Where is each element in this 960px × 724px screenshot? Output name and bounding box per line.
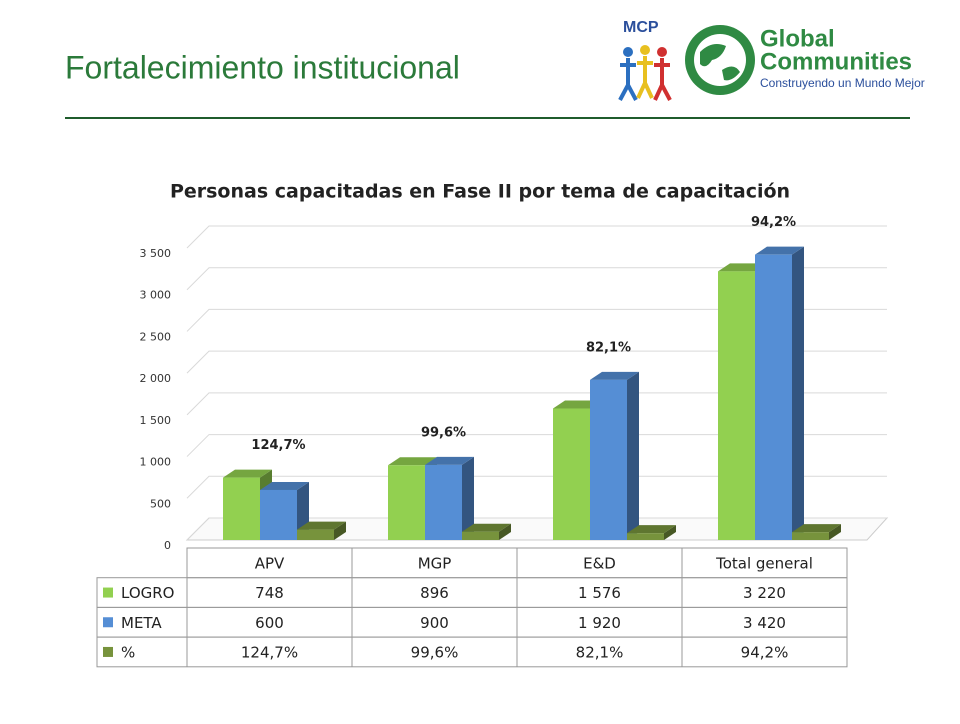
data-label: 124,7% — [251, 438, 305, 453]
bar-side — [334, 521, 346, 540]
bar — [792, 532, 829, 540]
y-tick-label: 1 500 — [140, 414, 172, 427]
bar-top — [297, 521, 346, 530]
bar — [425, 464, 462, 540]
bar-side — [792, 246, 804, 540]
bar-top — [260, 481, 309, 490]
bar-top — [627, 525, 676, 534]
data-label: 82,1% — [586, 340, 631, 355]
grid-line — [186, 392, 887, 416]
slide-title: Fortalecimiento institucional — [65, 49, 460, 85]
y-tick-label: 3 500 — [140, 247, 172, 260]
legend-swatch — [103, 587, 113, 598]
grid-line — [186, 517, 887, 541]
bar-top — [718, 263, 767, 272]
table-cell: 3 420 — [743, 614, 786, 632]
bar-top — [553, 400, 602, 409]
grid-line — [186, 308, 887, 332]
bar-side — [499, 523, 511, 540]
bar-top — [425, 456, 474, 465]
y-tick-label: 3 000 — [140, 289, 172, 302]
bar-side — [829, 524, 841, 540]
mcp-logo: MCP — [618, 19, 672, 101]
bar — [260, 489, 297, 540]
logo-tagline: Construyendo un Mundo Mejor — [760, 76, 925, 90]
x-tick-label: E&D — [583, 554, 616, 572]
legend-label: % — [121, 643, 135, 661]
bar-side — [627, 371, 639, 540]
bar-top — [223, 469, 272, 478]
bar — [590, 379, 627, 540]
bar-top — [755, 246, 804, 255]
y-tick-label: 0 — [164, 539, 171, 552]
x-tick-label: MGP — [418, 554, 452, 572]
y-tick-label: 2 500 — [140, 330, 172, 343]
bar-top — [792, 524, 841, 533]
table-row — [96, 636, 848, 668]
table-cell: 900 — [420, 614, 449, 632]
bar — [462, 531, 499, 540]
table-cell: 124,7% — [241, 643, 298, 661]
y-tick-label: 2 000 — [140, 372, 172, 385]
bar-top — [462, 523, 511, 532]
bar-top — [590, 371, 639, 380]
grid-line — [186, 434, 887, 457]
bar — [223, 477, 260, 540]
x-tick-label: APV — [255, 554, 285, 572]
table-cell: 600 — [255, 614, 284, 632]
logo-name-line: Global — [760, 25, 835, 52]
chart-title: Personas capacitadas en Fase II por tema… — [170, 181, 790, 203]
table-row — [96, 606, 848, 638]
bar — [718, 271, 755, 540]
x-tick-label: Total general — [715, 554, 813, 572]
table-cell: 94,2% — [741, 643, 789, 661]
data-label: 94,2% — [751, 215, 796, 230]
table-cell: 1 576 — [578, 584, 621, 602]
legend-swatch — [103, 646, 113, 657]
table-cell: 748 — [255, 584, 284, 602]
legend-label: LOGRO — [121, 584, 174, 602]
bar — [755, 254, 792, 540]
table-cell: 1 920 — [578, 614, 621, 632]
bar — [627, 533, 664, 540]
grid-line — [186, 267, 887, 291]
mcp-text: MCP — [623, 19, 659, 36]
table-cell: 82,1% — [576, 643, 624, 661]
logo-name-line: Communities — [760, 48, 912, 75]
table-row — [96, 577, 848, 608]
bar-top — [388, 457, 437, 466]
table-cell: 896 — [420, 584, 449, 602]
grid-line — [186, 475, 887, 499]
grid-line — [186, 350, 887, 374]
table-cell: 99,6% — [411, 643, 459, 661]
legend-label: META — [121, 614, 162, 632]
y-tick-label: 500 — [150, 497, 171, 510]
bar — [553, 408, 590, 540]
grid-line — [186, 225, 887, 249]
table-cell: 3 220 — [743, 584, 786, 602]
global-communities-logo: Global Communities Construyendo un Mundo… — [685, 25, 925, 95]
legend-swatch — [103, 617, 113, 628]
data-label: 99,6% — [421, 425, 466, 440]
y-tick-label: 1 000 — [140, 456, 172, 469]
bar — [388, 465, 425, 540]
bar — [297, 529, 334, 540]
bar-side — [664, 525, 676, 540]
bar-side — [462, 456, 474, 540]
